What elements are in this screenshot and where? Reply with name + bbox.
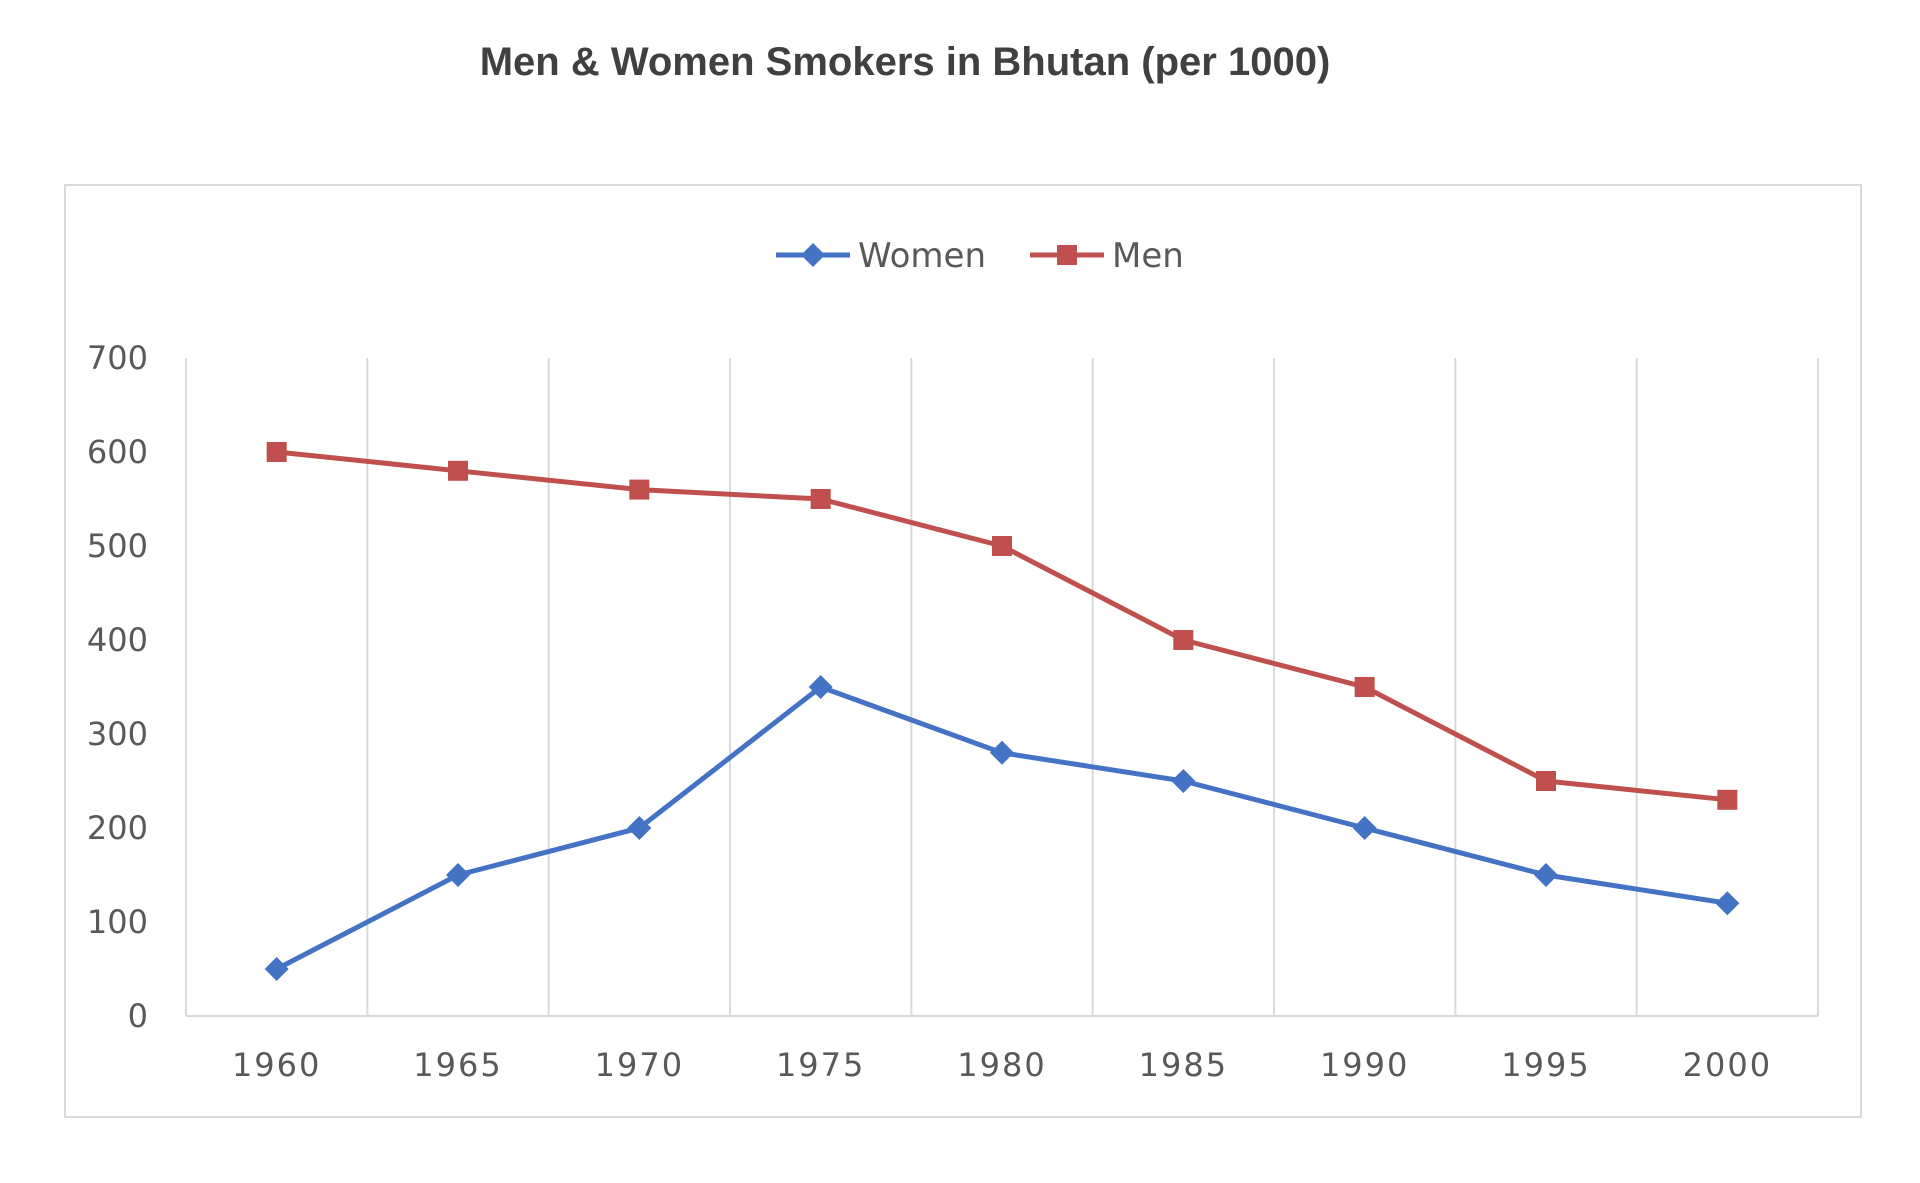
series-women — [264, 675, 1740, 981]
data-point-men — [1717, 789, 1738, 810]
y-tick-label: 700 — [87, 339, 148, 377]
data-point-women — [1352, 816, 1377, 840]
chart-frame — [64, 184, 1862, 1118]
legend-item-women: Women — [776, 236, 986, 276]
series-men — [266, 442, 1738, 810]
legend: Women Men — [776, 236, 1184, 276]
legend-marker-men — [1057, 245, 1077, 265]
series — [264, 442, 1740, 981]
data-point-women — [446, 863, 470, 887]
data-point-men — [448, 460, 468, 481]
data-point-women — [264, 957, 289, 981]
data-point-women — [990, 740, 1014, 765]
x-tick-label: 1960 — [232, 1046, 321, 1084]
data-point-men — [992, 536, 1012, 556]
x-axis-tick-labels: 1960 1965 1970 1975 1980 1985 1990 1995 2000 — [232, 1046, 1772, 1084]
data-point-women — [1715, 891, 1740, 916]
y-tick-label: 400 — [87, 621, 148, 659]
x-tick-label: 1985 — [1139, 1046, 1228, 1084]
y-axis-tick-labels: 0 100 200 300 400 500 600 700 — [87, 339, 148, 1035]
data-point-men — [1354, 677, 1375, 697]
y-tick-label: 0 — [128, 997, 148, 1035]
data-point-men — [1536, 771, 1556, 791]
data-point-women — [627, 816, 652, 840]
x-tick-label: 1980 — [957, 1046, 1046, 1084]
x-tick-label: 1975 — [776, 1046, 865, 1084]
data-point-men — [629, 479, 650, 500]
y-tick-label: 300 — [87, 715, 148, 753]
data-point-men — [810, 489, 831, 509]
data-point-men — [1173, 630, 1194, 650]
x-tick-label: 1970 — [595, 1046, 684, 1084]
series-line-women — [275, 684, 1728, 972]
y-tick-label: 200 — [87, 809, 148, 847]
legend-label-men: Men — [1112, 236, 1184, 276]
gridlines — [185, 358, 1819, 1016]
y-tick-label: 100 — [87, 903, 148, 941]
y-tick-label: 500 — [87, 527, 148, 565]
legend-marker-women — [801, 243, 825, 267]
data-point-men — [266, 442, 287, 462]
x-tick-label: 1995 — [1501, 1046, 1590, 1084]
chart-title: Men & Women Smokers in Bhutan (per 1000) — [479, 40, 1331, 84]
y-tick-label: 600 — [87, 433, 148, 471]
data-point-women — [1171, 769, 1196, 793]
x-tick-label: 2000 — [1683, 1046, 1772, 1084]
data-point-women — [808, 675, 833, 699]
x-tick-label: 1965 — [413, 1046, 502, 1084]
data-point-women — [1534, 863, 1558, 887]
legend-label-women: Women — [858, 236, 986, 276]
legend-item-men: Men — [1030, 236, 1184, 276]
x-tick-label: 1990 — [1320, 1046, 1409, 1084]
